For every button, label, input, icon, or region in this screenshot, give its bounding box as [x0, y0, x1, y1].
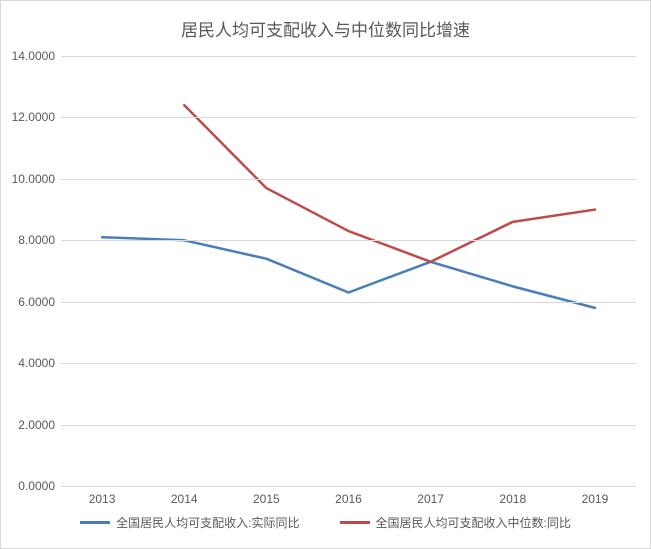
series-line [184, 105, 595, 262]
gridline [61, 363, 636, 364]
y-axis-label: 2.0000 [18, 418, 61, 432]
x-axis-label: 2016 [335, 486, 362, 506]
y-axis-label: 6.0000 [18, 295, 61, 309]
y-axis-label: 0.0000 [18, 479, 61, 493]
gridline [61, 179, 636, 180]
line-series-layer [61, 56, 636, 486]
legend-swatch [80, 521, 110, 524]
x-axis-label: 2014 [171, 486, 198, 506]
gridline [61, 240, 636, 241]
gridline [61, 117, 636, 118]
legend-item: 全国居民人均可支配收入中位数:同比 [340, 514, 571, 531]
y-axis-label: 4.0000 [18, 356, 61, 370]
y-axis-label: 12.0000 [12, 110, 61, 124]
y-axis-label: 14.0000 [12, 49, 61, 63]
legend-swatch [340, 521, 370, 524]
x-axis-label: 2018 [499, 486, 526, 506]
legend: 全国居民人均可支配收入:实际同比 全国居民人均可支配收入中位数:同比 [1, 514, 650, 531]
legend-label: 全国居民人均可支配收入:实际同比 [116, 514, 299, 531]
legend-label: 全国居民人均可支配收入中位数:同比 [376, 514, 571, 531]
chart-container: 居民人均可支配收入与中位数同比增速 0.00002.00004.00006.00… [0, 0, 651, 549]
x-axis-label: 2019 [582, 486, 609, 506]
y-axis-label: 10.0000 [12, 172, 61, 186]
x-axis-label: 2013 [89, 486, 116, 506]
gridline [61, 425, 636, 426]
y-axis-label: 8.0000 [18, 233, 61, 247]
gridline [61, 302, 636, 303]
plot-area: 0.00002.00004.00006.00008.000010.000012.… [61, 56, 636, 486]
series-line [102, 237, 595, 308]
gridline [61, 56, 636, 57]
x-axis-label: 2015 [253, 486, 280, 506]
legend-item: 全国居民人均可支配收入:实际同比 [80, 514, 299, 531]
x-axis-label: 2017 [417, 486, 444, 506]
chart-title: 居民人均可支配收入与中位数同比增速 [1, 16, 650, 41]
